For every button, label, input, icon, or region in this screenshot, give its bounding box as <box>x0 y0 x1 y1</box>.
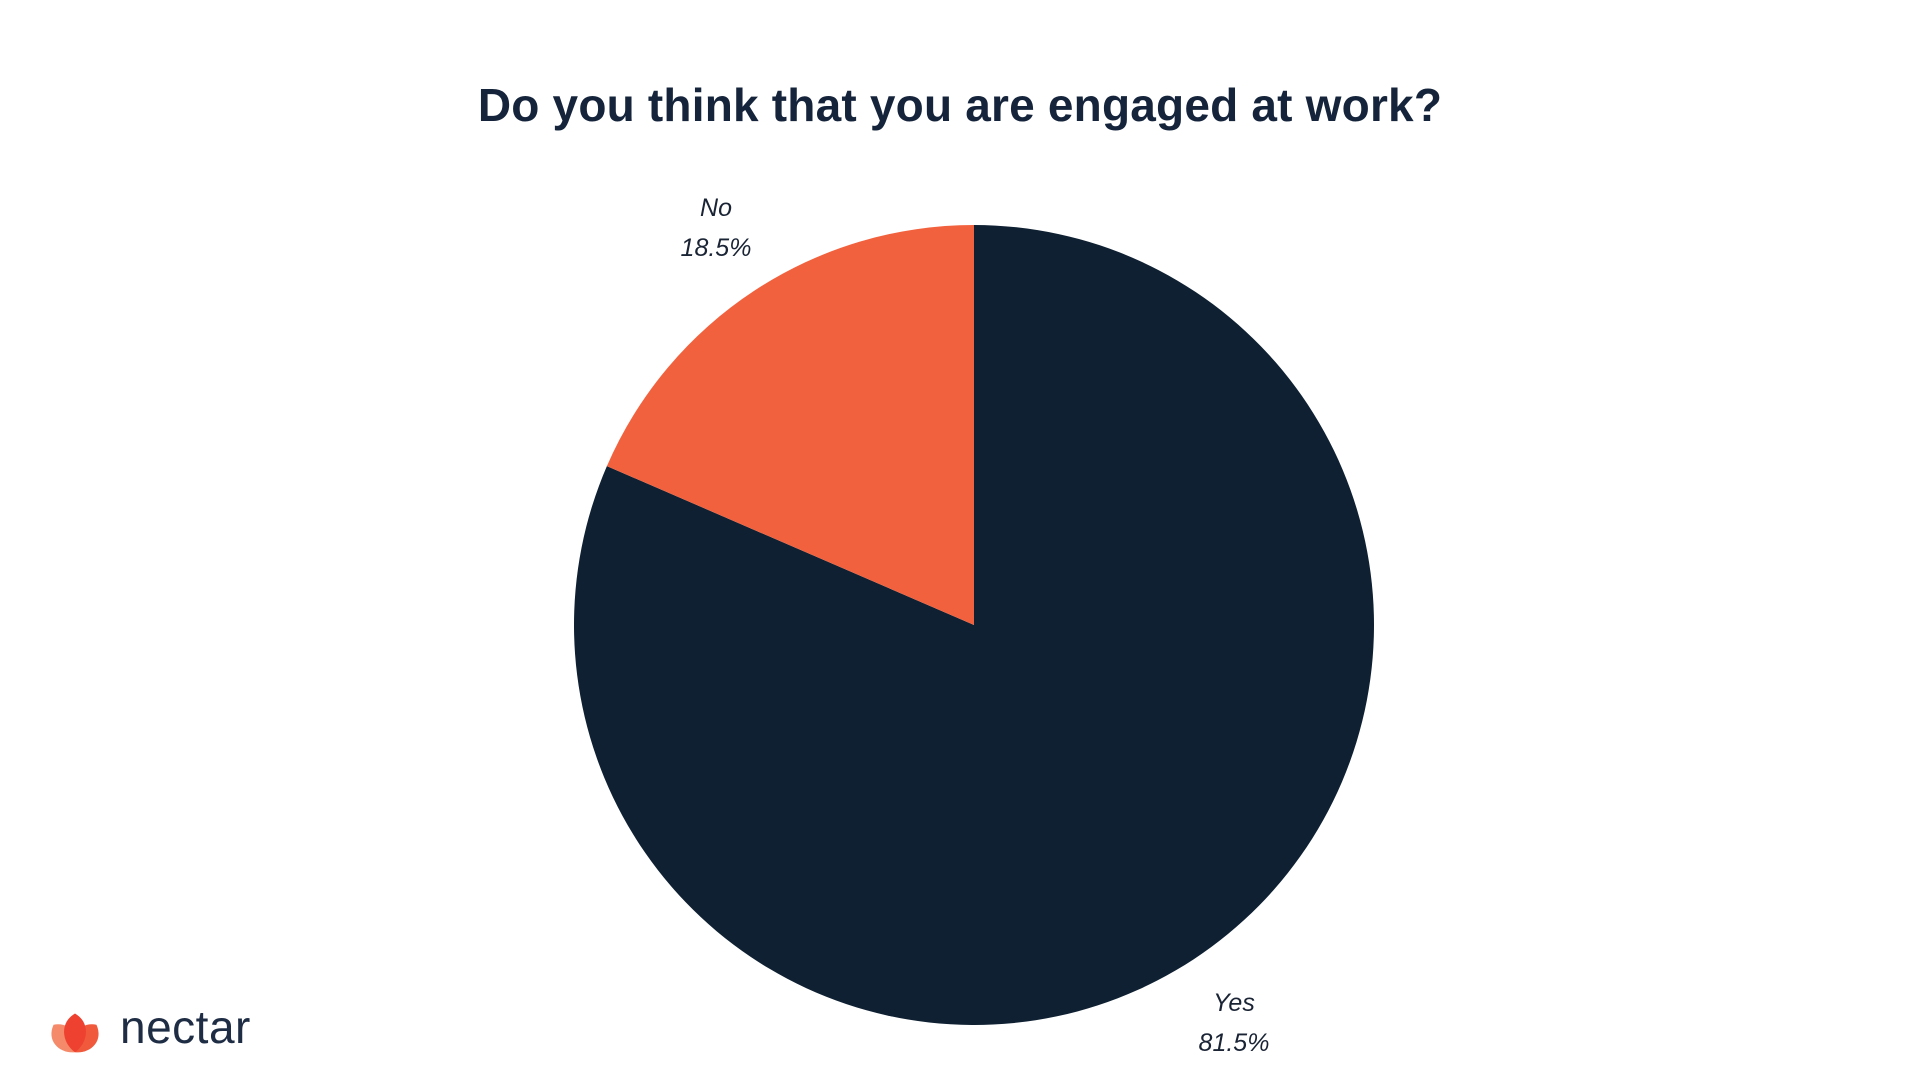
pie-label-yes-text: Yes <box>1213 989 1255 1017</box>
pie-slice-yes <box>574 225 1374 1025</box>
pie-slice-no <box>606 225 974 625</box>
pie-chart-svg <box>574 225 1374 1025</box>
pie-label-yes-percent: 81.5% <box>1198 1029 1270 1057</box>
pie-label-yes: Yes 81.5% <box>1124 983 1344 1063</box>
brand-wordmark: nectar <box>120 1001 251 1053</box>
chart-title: Do you think that you are engaged at wor… <box>477 79 1443 131</box>
nectar-logo-icon <box>51 1013 99 1053</box>
pie-chart <box>574 225 1374 1025</box>
pie-label-no: No 18.5% <box>606 188 826 268</box>
pie-label-no-text: No <box>700 194 732 222</box>
pie-label-no-percent: 18.5% <box>680 234 752 262</box>
brand-logo: nectar <box>44 996 251 1058</box>
